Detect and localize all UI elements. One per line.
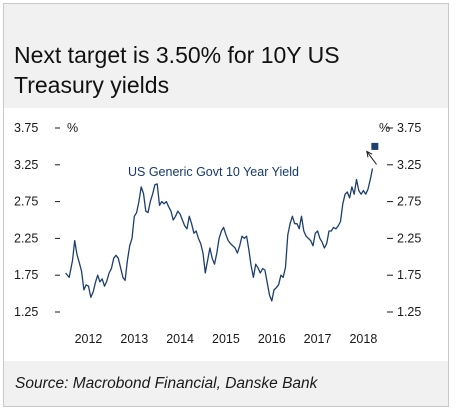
x-tick-label: 2017 [304,332,332,346]
x-tick-label: 2013 [120,332,148,346]
x-tick-label: 2018 [349,332,377,346]
series-annotation: US Generic Govt 10 Year Yield [128,165,299,179]
left-unit-label: % [67,121,78,135]
y-tick-label-left: 1.25 [14,305,38,319]
target-arrowhead-icon [366,150,373,158]
y-tick-label-left: 3.25 [14,158,38,172]
x-tick-label: 2014 [166,332,194,346]
x-tick-label: 2016 [258,332,286,346]
target-arrow [366,151,377,165]
y-tick-label-right: 1.25 [397,305,421,319]
chart-header: Next target is 3.50% for 10Y US Treasury… [4,4,448,108]
y-tick-label-right: 2.25 [397,231,421,245]
y-tick-label-left: 2.25 [14,231,38,245]
source-note: Source: Macrobond Financial, Danske Bank [15,375,318,392]
y-tick-label-right: 2.75 [397,195,421,209]
x-tick-label: 2015 [212,332,240,346]
chart-title: Next target is 3.50% for 10Y US Treasury… [14,42,340,98]
series-line-us-10y [65,168,374,302]
y-tick-label-left: 1.75 [14,268,38,282]
y-tick-label-right: 3.75 [397,121,421,135]
chart-card: Next target is 3.50% for 10Y US Treasury… [3,3,449,407]
y-tick-label-right: 3.25 [397,158,421,172]
x-tick-label: 2012 [75,332,103,346]
right-unit-label: % [379,121,390,135]
y-tick-label-right: 1.75 [397,268,421,282]
y-tick-label-left: 3.75 [14,121,38,135]
line-chart: % % 3.75 3.25 2.75 2.25 1.75 1.25 3.75 3.25 2.7… [14,121,421,346]
target-marker [371,142,379,150]
y-tick-label-left: 2.75 [14,195,38,209]
chart-footer: Source: Macrobond Financial, Danske Bank [4,361,448,406]
